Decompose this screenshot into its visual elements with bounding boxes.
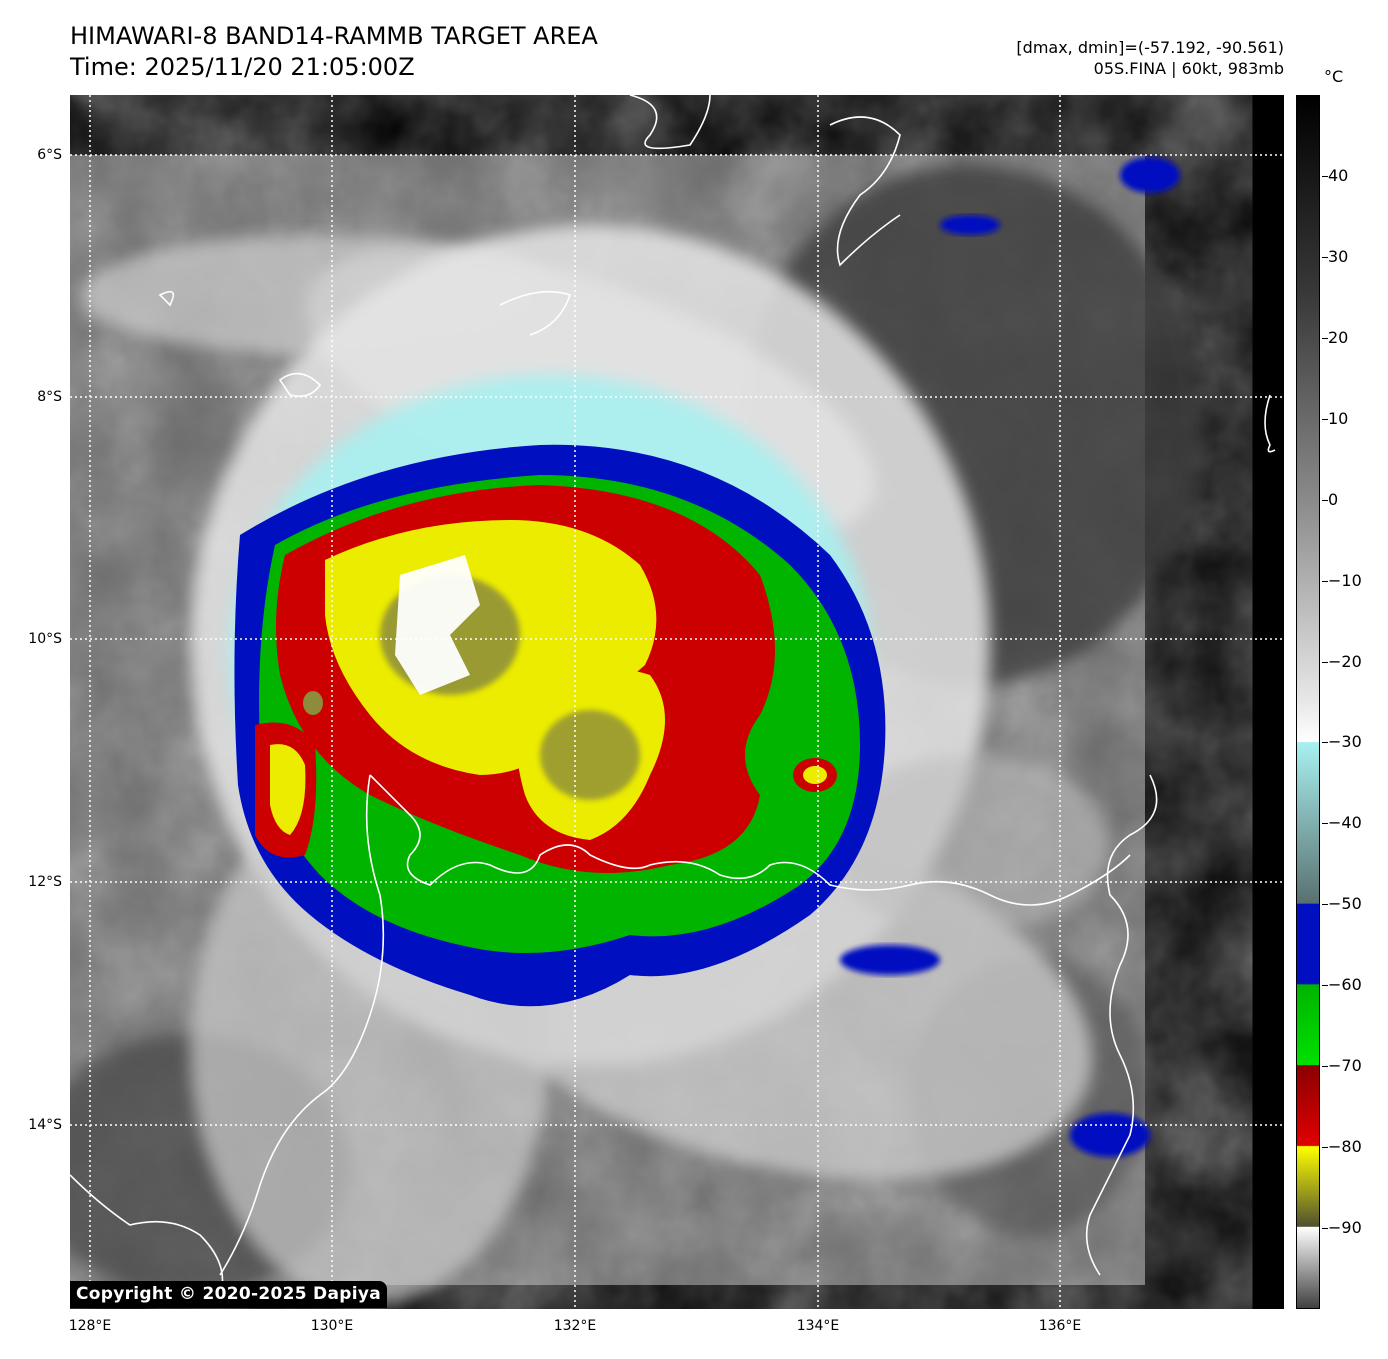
colorbar-tick-label: −70	[1328, 1056, 1362, 1076]
graticule	[70, 95, 1284, 1309]
lon-label-134e: 134°E	[796, 1318, 840, 1334]
lat-label-8s: 8°S	[37, 389, 62, 405]
lon-label-130e: 130°E	[310, 1318, 354, 1334]
lat-label-6s: 6°S	[37, 147, 62, 163]
satellite-image	[70, 95, 1284, 1309]
colorbar-tick-label: −40	[1328, 813, 1362, 833]
temperature-colorbar	[1296, 95, 1320, 1309]
colorbar-tick-label: 10	[1328, 408, 1349, 428]
colorbar-tick	[1322, 985, 1328, 987]
colorbar-tick	[1322, 823, 1328, 825]
colorbar-tick-label: −30	[1328, 732, 1362, 752]
colorbar-tick	[1322, 499, 1328, 501]
lat-label-10s: 10°S	[28, 631, 62, 647]
colorbar-tick-label: −80	[1328, 1137, 1362, 1157]
colorbar-tick	[1322, 256, 1328, 258]
colorbar-tick-label: −60	[1328, 975, 1362, 995]
colorbar-unit: °C	[1324, 67, 1344, 86]
storm-info-text: 05S.FINA | 60kt, 983mb	[1093, 59, 1284, 78]
map-timestamp: Time: 2025/11/20 21:05:00Z	[70, 53, 415, 81]
data-range-text: [dmax, dmin]=(-57.192, -90.561)	[1016, 38, 1284, 57]
colorbar-tick	[1322, 1066, 1328, 1068]
colorbar-tick	[1322, 1228, 1328, 1230]
colorbar-tick	[1322, 337, 1328, 339]
colorbar-tick	[1322, 418, 1328, 420]
colorbar-tick	[1322, 904, 1328, 906]
lat-label-14s: 14°S	[28, 1117, 62, 1133]
colorbar-tick-label: −20	[1328, 651, 1362, 671]
colorbar-tick-label: −90	[1328, 1218, 1362, 1238]
satellite-imagery-svg	[70, 95, 1284, 1309]
map-title: HIMAWARI-8 BAND14-RAMMB TARGET AREA	[70, 22, 598, 50]
coastlines	[70, 95, 1276, 1296]
lon-label-132e: 132°E	[553, 1318, 597, 1334]
colorbar-tick	[1322, 742, 1328, 744]
colorbar-tick	[1322, 1147, 1328, 1149]
colorbar-tick	[1322, 580, 1328, 582]
lat-label-12s: 12°S	[28, 874, 62, 890]
colorbar-tick	[1322, 661, 1328, 663]
lon-label-136e: 136°E	[1038, 1318, 1082, 1334]
colorbar-tick-label: 0	[1328, 489, 1339, 509]
colorbar-tick-label: 30	[1328, 246, 1349, 266]
colorbar-tick-label: −10	[1328, 570, 1362, 590]
colorbar-tick-label: 20	[1328, 327, 1349, 347]
colorbar-tick	[1322, 175, 1328, 177]
lon-label-128e: 128°E	[68, 1318, 112, 1334]
colorbar-tick-label: 40	[1328, 165, 1349, 185]
copyright-notice: Copyright © 2020-2025 Dapiya	[70, 1281, 387, 1308]
colorbar-tick-label: −50	[1328, 894, 1362, 914]
